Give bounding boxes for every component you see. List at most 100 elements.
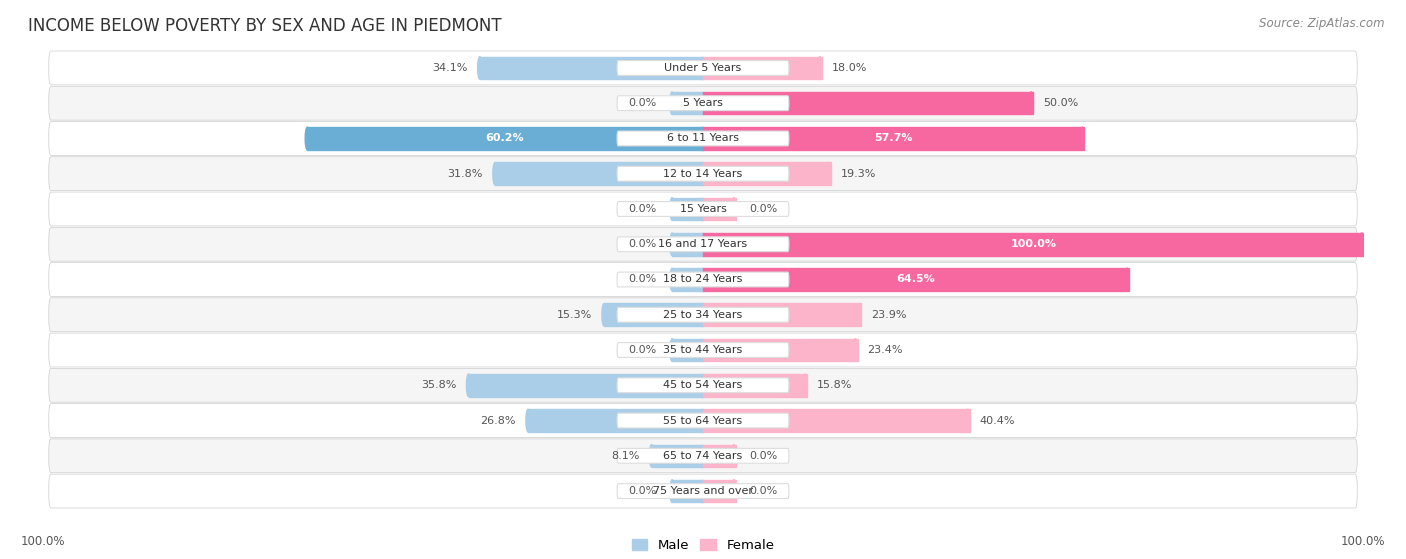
Text: 15.8%: 15.8%: [817, 380, 852, 390]
Text: 18 to 24 Years: 18 to 24 Years: [664, 274, 742, 285]
Text: 55 to 64 Years: 55 to 64 Years: [664, 415, 742, 425]
FancyBboxPatch shape: [617, 343, 789, 357]
FancyBboxPatch shape: [49, 368, 1357, 402]
Bar: [672, 198, 703, 220]
Bar: [703, 163, 831, 185]
Circle shape: [803, 374, 807, 396]
Text: 23.4%: 23.4%: [868, 345, 903, 355]
Bar: [672, 268, 703, 291]
Bar: [703, 127, 1084, 150]
FancyBboxPatch shape: [617, 202, 789, 216]
FancyBboxPatch shape: [617, 237, 789, 252]
Bar: [700, 56, 703, 79]
FancyBboxPatch shape: [49, 404, 1357, 438]
FancyBboxPatch shape: [49, 263, 1357, 296]
Bar: [700, 374, 703, 396]
Circle shape: [827, 163, 831, 185]
Text: 100.0%: 100.0%: [1011, 239, 1056, 249]
Circle shape: [669, 92, 675, 115]
Text: 60.2%: 60.2%: [485, 134, 523, 144]
FancyBboxPatch shape: [49, 121, 1357, 155]
Bar: [703, 304, 860, 326]
Bar: [703, 56, 823, 79]
Bar: [672, 339, 703, 361]
Text: 0.0%: 0.0%: [628, 274, 657, 285]
Bar: [700, 268, 703, 291]
Circle shape: [818, 56, 823, 79]
Bar: [700, 339, 703, 361]
FancyBboxPatch shape: [617, 167, 789, 181]
Bar: [700, 198, 703, 220]
Text: INCOME BELOW POVERTY BY SEX AND AGE IN PIEDMONT: INCOME BELOW POVERTY BY SEX AND AGE IN P…: [28, 17, 502, 35]
Circle shape: [669, 339, 675, 361]
Circle shape: [602, 304, 606, 326]
Text: 18.0%: 18.0%: [832, 63, 868, 73]
Text: 0.0%: 0.0%: [628, 98, 657, 108]
FancyBboxPatch shape: [49, 228, 1357, 261]
Text: 64.5%: 64.5%: [897, 274, 935, 285]
FancyBboxPatch shape: [49, 333, 1357, 367]
FancyBboxPatch shape: [617, 96, 789, 111]
Circle shape: [669, 233, 675, 255]
Bar: [703, 374, 807, 396]
Circle shape: [1029, 92, 1033, 115]
Circle shape: [494, 163, 498, 185]
FancyBboxPatch shape: [49, 474, 1357, 508]
Text: 34.1%: 34.1%: [433, 63, 468, 73]
Bar: [703, 480, 737, 503]
Text: 75 Years and over: 75 Years and over: [652, 486, 754, 496]
Circle shape: [856, 304, 860, 326]
Text: 0.0%: 0.0%: [628, 345, 657, 355]
Text: 0.0%: 0.0%: [628, 239, 657, 249]
Bar: [672, 233, 703, 255]
Bar: [468, 374, 703, 396]
Bar: [700, 127, 703, 150]
Bar: [703, 92, 1033, 115]
FancyBboxPatch shape: [617, 484, 789, 499]
Text: 23.9%: 23.9%: [870, 310, 907, 320]
Text: 0.0%: 0.0%: [628, 204, 657, 214]
Circle shape: [1125, 268, 1129, 291]
FancyBboxPatch shape: [617, 307, 789, 322]
Text: 15 Years: 15 Years: [679, 204, 727, 214]
FancyBboxPatch shape: [49, 51, 1357, 85]
FancyBboxPatch shape: [617, 413, 789, 428]
Text: Under 5 Years: Under 5 Years: [665, 63, 741, 73]
FancyBboxPatch shape: [49, 192, 1357, 226]
Circle shape: [669, 480, 675, 503]
Text: 26.8%: 26.8%: [481, 415, 516, 425]
Circle shape: [731, 480, 737, 503]
Text: 19.3%: 19.3%: [841, 169, 876, 179]
Circle shape: [669, 268, 675, 291]
Text: 0.0%: 0.0%: [749, 486, 778, 496]
FancyBboxPatch shape: [49, 439, 1357, 473]
Text: 16 and 17 Years: 16 and 17 Years: [658, 239, 748, 249]
Bar: [495, 163, 703, 185]
Text: 50.0%: 50.0%: [1043, 98, 1078, 108]
Circle shape: [1080, 127, 1084, 150]
Circle shape: [853, 339, 858, 361]
Circle shape: [478, 56, 482, 79]
FancyBboxPatch shape: [617, 272, 789, 287]
FancyBboxPatch shape: [617, 378, 789, 392]
Text: 8.1%: 8.1%: [612, 451, 640, 461]
Text: 57.7%: 57.7%: [875, 134, 912, 144]
Bar: [700, 233, 703, 255]
Text: 35 to 44 Years: 35 to 44 Years: [664, 345, 742, 355]
Text: Source: ZipAtlas.com: Source: ZipAtlas.com: [1260, 17, 1385, 30]
Text: 6 to 11 Years: 6 to 11 Years: [666, 134, 740, 144]
Circle shape: [1360, 233, 1364, 255]
Text: 0.0%: 0.0%: [749, 451, 778, 461]
FancyBboxPatch shape: [617, 131, 789, 146]
Circle shape: [467, 374, 471, 396]
Legend: Male, Female: Male, Female: [626, 533, 780, 557]
FancyBboxPatch shape: [49, 157, 1357, 191]
FancyBboxPatch shape: [49, 298, 1357, 331]
Bar: [700, 480, 703, 503]
Bar: [703, 339, 858, 361]
Bar: [700, 92, 703, 115]
Bar: [700, 409, 703, 432]
Text: 45 to 54 Years: 45 to 54 Years: [664, 380, 742, 390]
Circle shape: [669, 198, 675, 220]
Text: 40.4%: 40.4%: [980, 415, 1015, 425]
